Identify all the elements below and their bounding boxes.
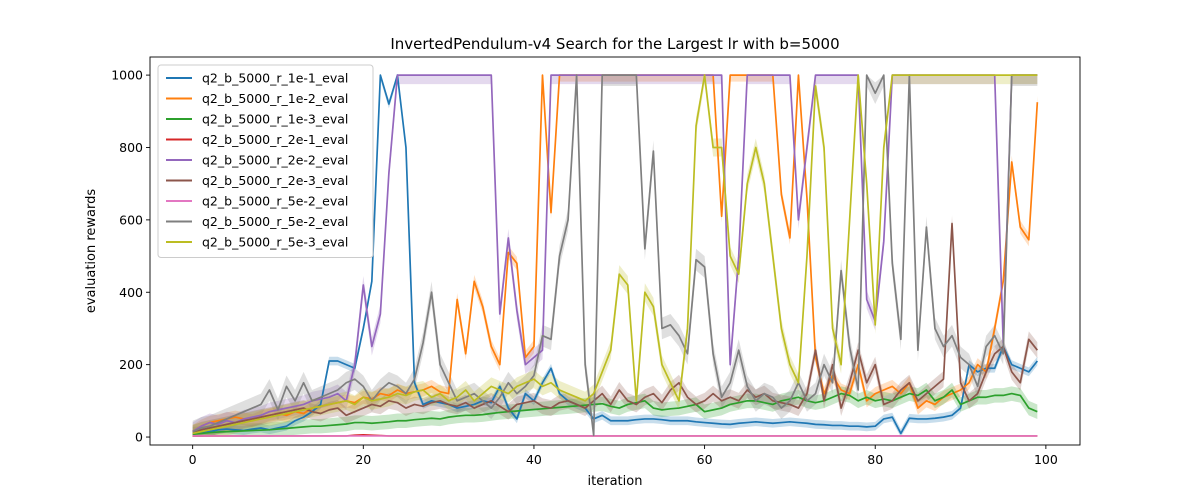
series-line-5 — [192, 222, 1039, 435]
legend-label: q2_b_5000_r_1e-3_eval — [202, 112, 348, 127]
y-axis-ticks: 0 200 400 600 800 1000 — [111, 68, 150, 445]
y-tick-label: 800 — [119, 140, 143, 155]
legend-label: q2_b_5000_r_5e-2_eval — [202, 214, 348, 229]
y-tick-label: 200 — [119, 357, 143, 372]
y-tick-label: 0 — [135, 430, 143, 445]
x-tick-label: 80 — [867, 452, 883, 467]
series-line-2 — [192, 389, 1038, 435]
x-tick-label: 60 — [697, 452, 713, 467]
y-axis-label: evaluation rewards — [84, 189, 99, 314]
x-tick-label: 0 — [189, 452, 197, 467]
series-band-2 — [192, 382, 1038, 438]
legend-label: q2_b_5000_r_2e-3_eval — [202, 173, 348, 188]
legend-label: q2_b_5000_r_5e-3_eval — [202, 235, 348, 250]
x-axis-ticks: 0 20 40 60 80 100 — [189, 445, 1058, 467]
legend-label: q2_b_5000_r_2e-2_eval — [202, 153, 348, 168]
x-tick-label: 40 — [526, 452, 542, 467]
series-lines — [192, 74, 1039, 437]
legend-label: q2_b_5000_r_2e-1_eval — [202, 132, 348, 147]
x-axis-label: iteration — [588, 474, 643, 489]
legend-label: q2_b_5000_r_5e-2_eval — [202, 194, 348, 209]
series-line-0 — [192, 74, 1039, 435]
series-band-7 — [192, 75, 1038, 438]
plot-area-frame — [149, 56, 1081, 446]
series-line-7 — [192, 74, 1038, 437]
x-tick-label: 20 — [355, 452, 371, 467]
y-tick-label: 400 — [119, 285, 143, 300]
y-tick-label: 1000 — [111, 68, 143, 83]
chart-title: InvertedPendulum-v4 Search for the Large… — [390, 35, 839, 53]
series-line-8 — [192, 74, 1038, 435]
legend-box — [157, 64, 374, 258]
legend: q2_b_5000_r_1e-1_eval q2_b_5000_r_1e-2_ev… — [157, 64, 374, 258]
legend-label: q2_b_5000_r_1e-2_eval — [202, 91, 348, 106]
x-tick-label: 100 — [1034, 452, 1058, 467]
legend-label: q2_b_5000_r_1e-1_eval — [202, 71, 348, 86]
y-tick-label: 600 — [119, 212, 143, 227]
